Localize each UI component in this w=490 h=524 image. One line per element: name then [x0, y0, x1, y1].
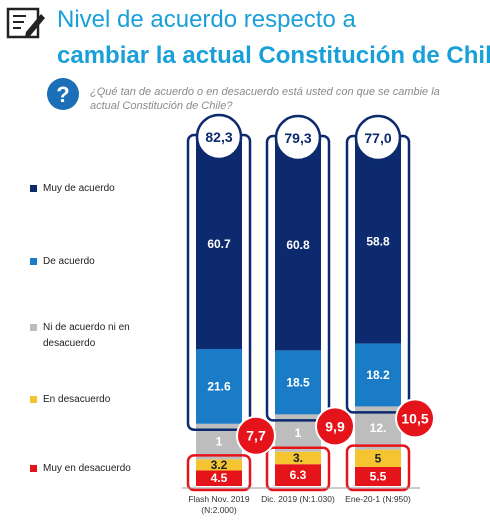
- survey-question: ¿Qué tan de acuerdo o en desacuerdo está…: [90, 86, 440, 112]
- agree-total-badge: [354, 114, 402, 162]
- disagree-total-badge: [315, 406, 355, 447]
- chart-title-line2: cambiar la actual Constitución de Chile: [57, 42, 490, 69]
- bar-segment: [275, 464, 321, 486]
- bar-value-label: 3.: [293, 451, 303, 465]
- bar-value-label: 5: [375, 451, 382, 465]
- bar-value-label: 60.8: [286, 238, 310, 252]
- agree-total-label: 79,3: [284, 130, 311, 146]
- bar-value-label: 3.2: [211, 458, 228, 472]
- bar-segment: [196, 348, 242, 424]
- x-tick-label: (N:2.000): [201, 505, 237, 515]
- bar-segment: [275, 451, 321, 465]
- bar-value-label: 12.: [370, 421, 387, 435]
- disagree-outline-box: [265, 446, 331, 492]
- disagree-outline-box: [186, 454, 252, 492]
- edit-document-icon: [6, 7, 45, 39]
- legend-label: Muy en desacuerdo: [43, 463, 131, 474]
- chart-title-line1: Nivel de acuerdo respecto a: [57, 6, 356, 33]
- disagree-total-label: 9,9: [325, 418, 345, 434]
- bar-value-label: 60.7: [207, 237, 231, 251]
- bar-segment: [196, 138, 242, 349]
- bar-segment: [355, 466, 401, 486]
- bar-value-label: 18.5: [286, 375, 310, 389]
- question-mark-icon: ?: [47, 78, 79, 110]
- disagree-total-badge: [395, 398, 435, 439]
- disagree-total-label: 10,5: [401, 410, 428, 426]
- bar-value-label: 21.6: [207, 379, 231, 393]
- bar-segment: [355, 140, 401, 344]
- bar-value-label: 1: [295, 426, 302, 440]
- bar-segment: [196, 470, 242, 486]
- x-tick-label: Flash Nov. 2019: [188, 494, 250, 504]
- bar-value-label: 1: [216, 435, 223, 449]
- x-tick-label: Ene-20-1 (N:950): [345, 494, 411, 504]
- legend-label: En desacuerdo: [43, 394, 111, 405]
- legend-swatch: [30, 258, 37, 265]
- bar-value-label: 18.2: [366, 368, 390, 382]
- svg-text:?: ?: [56, 82, 69, 107]
- agree-total-badge: [274, 114, 322, 162]
- agree-total-badge: [195, 113, 243, 161]
- legend-label: De acuerdo: [43, 256, 95, 267]
- bar-segment: [355, 343, 401, 407]
- legend-swatch: [30, 396, 37, 403]
- agree-total-label: 82,3: [205, 129, 232, 145]
- bar-segment: [196, 459, 242, 471]
- disagree-total-label: 7,7: [246, 428, 266, 444]
- bar-segment: [275, 350, 321, 415]
- legend-swatch: [30, 324, 37, 331]
- bar-segment: [355, 449, 401, 467]
- bar-value-label: 6.3: [290, 468, 307, 482]
- disagree-outline-box: [345, 444, 411, 492]
- agree-total-label: 77,0: [364, 130, 391, 146]
- x-tick-label: Dic. 2019 (N:1.030): [261, 494, 335, 504]
- legend-swatch: [30, 465, 37, 472]
- bar-value-label: 58.8: [366, 235, 390, 249]
- legend-swatch: [30, 185, 37, 192]
- legend-label: Ni de acuerdo ni en desacuerdo: [43, 322, 130, 349]
- legend-label: Muy de acuerdo: [43, 183, 115, 194]
- bar-value-label: 4.5: [211, 471, 228, 485]
- bar-value-label: 5.5: [370, 469, 387, 483]
- disagree-total-badge: [236, 415, 276, 456]
- bar-segment: [275, 140, 321, 351]
